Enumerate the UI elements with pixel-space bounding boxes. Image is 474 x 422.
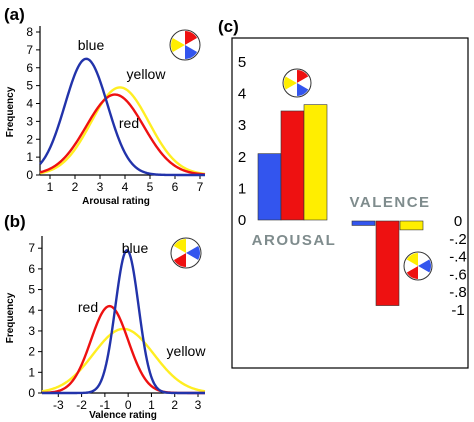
arousal-bar-red	[280, 110, 305, 221]
y-tick-label: 2	[28, 345, 35, 359]
x-tick-label: 5	[147, 180, 154, 194]
panel-b-x-axis-label: Valence rating	[89, 410, 157, 421]
curve-yellow	[39, 86, 206, 176]
panel-b-series-yellow-label: yellow	[167, 343, 207, 359]
x-tick-label: 0	[125, 398, 132, 412]
panel-a-curves	[39, 57, 206, 177]
panel-c-label: (c)	[218, 17, 239, 36]
valence-tick-label: -.6	[449, 266, 467, 283]
panel-a-series-blue-label: blue	[78, 37, 105, 53]
valence-tick-label: 0	[454, 213, 462, 230]
valence-bar-blue	[351, 220, 376, 226]
y-tick-label: 1	[28, 365, 35, 379]
panel-a-color-wheel-icon	[169, 29, 201, 61]
curve-red	[39, 93, 206, 176]
curve-yellow	[41, 327, 206, 393]
arousal-tick-label: 5	[238, 54, 246, 71]
panel-c-arousal-bars	[257, 104, 328, 221]
x-tick-label: -3	[53, 398, 64, 412]
arousal-tick-label: 3	[238, 117, 246, 134]
panel-b-label: (b)	[4, 212, 26, 231]
y-tick-label: 1	[26, 150, 33, 164]
panel-b-y-axis-label: Frequency	[5, 292, 16, 343]
y-tick-label: 4	[26, 97, 33, 111]
y-tick-label: 5	[26, 79, 33, 93]
x-tick-label: 2	[72, 180, 79, 194]
panel-b-series-blue-label: blue	[122, 240, 149, 256]
panel-c-frame	[231, 37, 469, 369]
y-tick-label: 7	[26, 43, 33, 57]
valence-tick-label: -1	[451, 302, 464, 319]
arousal-tick-label: 0	[238, 212, 246, 229]
x-tick-label: 3	[97, 180, 104, 194]
arousal-bar-blue	[257, 153, 282, 221]
valence-bar-red	[375, 220, 400, 306]
panel-c-arousal-color-wheel-icon	[282, 68, 312, 98]
panel-c-valence-label: VALENCE	[349, 194, 430, 211]
x-tick-label: 1	[47, 180, 54, 194]
valence-bar-yellow	[399, 220, 424, 231]
panel-b-curves	[41, 249, 206, 395]
panel-c-valence-bars	[351, 220, 424, 306]
y-tick-label: 7	[28, 241, 35, 255]
y-tick-label: 2	[26, 132, 33, 146]
x-tick-label: 2	[171, 398, 178, 412]
arousal-tick-label: 2	[238, 149, 246, 166]
panel-a: (a) Frequency Arousal rating 1 2 3 4 5 6 70123…	[4, 5, 206, 207]
valence-tick-label: -.4	[449, 249, 467, 266]
y-tick-label: 3	[26, 114, 33, 128]
x-tick-label: 1	[148, 398, 155, 412]
panel-c-valence-ticks: 0-.2-.4-.6-.8-1	[449, 213, 467, 319]
panel-a-x-axis-label: Arousal rating	[82, 196, 150, 207]
panel-a-series-red-label: red	[119, 115, 139, 131]
valence-tick-label: -.8	[449, 284, 467, 301]
panel-b-axes: -3 -2 -1 0 1 2 3 0 1 2 3 4 5 6 7	[28, 236, 205, 412]
x-tick-label: 4	[122, 180, 129, 194]
y-tick-label: 0	[26, 168, 33, 182]
y-tick-label: 8	[26, 25, 33, 39]
panel-b-color-wheel-icon	[170, 237, 202, 269]
y-tick-label: 6	[28, 262, 35, 276]
arousal-tick-label: 4	[238, 86, 246, 103]
y-tick-label: 4	[28, 303, 35, 317]
x-tick-label: 6	[172, 180, 179, 194]
panel-c-arousal-label: AROUSAL	[252, 232, 337, 249]
panel-c-arousal-ticks: 0 1 2 3 4 5	[238, 54, 246, 229]
y-tick-label: 3	[28, 324, 35, 338]
panel-b: (b) Frequency Valence rating -3 -2 -1 0 1 2 3 0…	[4, 212, 206, 421]
x-tick-label: -2	[76, 398, 87, 412]
curve-blue	[41, 249, 206, 395]
panel-a-series-yellow-label: yellow	[127, 66, 167, 82]
panel-c-valence-color-wheel-icon	[403, 251, 433, 281]
x-tick-label: 3	[195, 398, 202, 412]
y-tick-label: 5	[28, 283, 35, 297]
x-tick-label: -1	[100, 398, 111, 412]
panel-b-series-red-label: red	[78, 299, 98, 315]
x-tick-label: 7	[197, 180, 204, 194]
arousal-tick-label: 1	[238, 180, 246, 197]
y-tick-label: 0	[28, 386, 35, 400]
y-tick-label: 6	[26, 61, 33, 75]
valence-tick-label: -.2	[449, 231, 467, 248]
panel-a-y-axis-label: Frequency	[5, 86, 16, 137]
arousal-bar-yellow	[303, 104, 328, 221]
panel-a-label: (a)	[4, 5, 25, 24]
curve-blue	[39, 57, 206, 177]
